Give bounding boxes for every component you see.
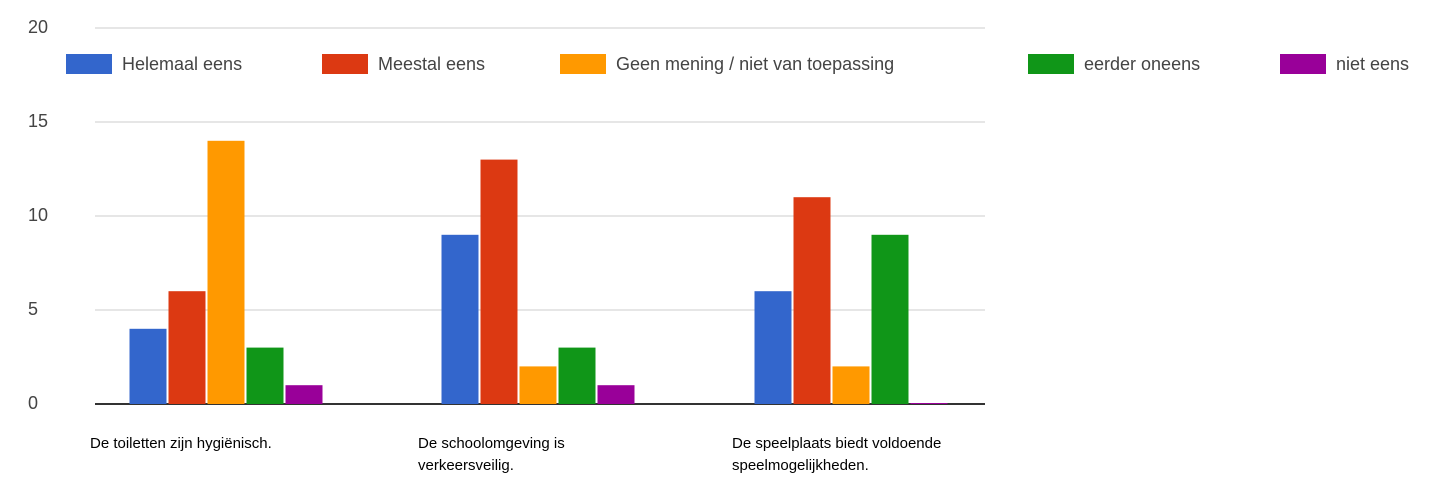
legend-label: Geen mening / niet van toepassing xyxy=(616,54,894,74)
bar xyxy=(754,291,792,404)
bar xyxy=(558,347,596,404)
y-tick-label: 0 xyxy=(28,393,38,413)
bar xyxy=(832,366,870,404)
legend-label: eerder oneens xyxy=(1084,54,1200,74)
bar xyxy=(910,403,948,404)
legend-label: Helemaal eens xyxy=(122,54,242,74)
bar xyxy=(597,385,635,404)
bar xyxy=(246,347,284,404)
bar xyxy=(871,234,909,404)
legend-swatch xyxy=(1028,54,1074,74)
legend-swatch xyxy=(66,54,112,74)
bar xyxy=(519,366,557,404)
x-tick-label: De schoolomgeving is verkeersveilig. xyxy=(418,435,565,474)
legend-label: Meestal eens xyxy=(378,54,485,74)
y-tick-label: 20 xyxy=(28,17,48,37)
legend-label: niet eens xyxy=(1336,54,1409,74)
legend-swatch xyxy=(1280,54,1326,74)
legend-swatch xyxy=(322,54,368,74)
bar xyxy=(441,234,479,404)
y-tick-label: 10 xyxy=(28,205,48,225)
bar xyxy=(168,291,206,404)
x-tick-label: De speelplaats biedt voldoende speelmoge… xyxy=(732,435,942,474)
bar xyxy=(793,197,831,404)
y-tick-label: 15 xyxy=(28,111,48,131)
bar xyxy=(285,385,323,404)
legend-swatch xyxy=(560,54,606,74)
bar xyxy=(207,140,245,405)
bar xyxy=(129,328,167,404)
bar xyxy=(480,159,518,404)
y-tick-label: 5 xyxy=(28,299,38,319)
x-tick-label: De toiletten zijn hygiënisch. xyxy=(90,435,272,452)
